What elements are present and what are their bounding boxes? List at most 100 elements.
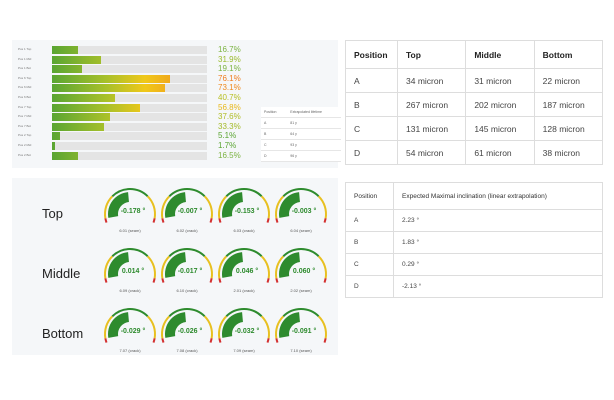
table-row: B 64 y xyxy=(261,128,341,140)
gauge-scale-segment xyxy=(209,278,213,283)
gauge-scale-segment xyxy=(323,218,327,223)
bar-value: 16.5% xyxy=(218,150,241,160)
damage-bar-panel: Pos 1 Top 16.7% Pos 1 Mid 31.9% Pos 1 Bot 19.… xyxy=(12,40,341,168)
inclination-table: Position Expected Maximal inclination (li… xyxy=(345,182,603,298)
gauge-caption: 7.07 (crack) xyxy=(119,348,141,353)
gauge-scale-segment xyxy=(104,278,108,283)
gauge-scale-segment xyxy=(225,248,263,258)
gauge-fill xyxy=(108,312,129,338)
gauge-fill xyxy=(279,192,300,218)
gauge-scale-segment xyxy=(275,278,279,283)
gauge-caption: 7.08 (crack) xyxy=(176,348,198,353)
gauge-fill xyxy=(222,312,243,338)
table-row: A 81 y xyxy=(261,117,341,129)
bar-fill xyxy=(52,84,166,93)
gauge: 0.046 ° 2.01 (crack) xyxy=(216,244,272,300)
table-cell: 22 micron xyxy=(533,68,604,93)
table-cell: D xyxy=(261,150,288,162)
bar-label: Pos 6 Bot xyxy=(18,95,32,99)
gauge-fill xyxy=(165,192,186,218)
gauge-scale-segment xyxy=(317,255,327,279)
table-cell: 2.23 ° xyxy=(393,209,603,232)
gauge-scale-segment xyxy=(282,308,320,318)
gauge-scale-segment xyxy=(209,338,213,343)
table-cell: 202 micron xyxy=(465,92,535,117)
gauge-caption: 7.10 (seam) xyxy=(290,348,312,353)
bar-row: Pos 1 Bot 19.1% xyxy=(12,64,338,74)
bar-label: Pos 2 Mid xyxy=(18,143,32,147)
bar-row: Pos 2 Bot 16.5% xyxy=(12,150,338,160)
bar-value: 1.7% xyxy=(218,141,237,150)
gauge-scale-segment xyxy=(104,255,114,279)
bar-label: Pos 6 Mid xyxy=(18,85,32,90)
bar-fill xyxy=(52,94,116,102)
table-cell: 93 y xyxy=(287,139,341,151)
gauge: 0.014 ° 6.09 (crack) xyxy=(102,244,158,300)
gauge-scale-segment xyxy=(275,315,285,339)
table-cell: A xyxy=(261,117,288,129)
table-row: C 131 micron 145 micron 128 micron xyxy=(345,116,604,141)
gauge-scale-segment xyxy=(218,255,228,279)
table-cell: 54 micron xyxy=(396,140,467,165)
row-label: Middle xyxy=(42,266,81,281)
bar-row: Pos 6 Top 76.1% xyxy=(12,74,338,83)
gauge-caption: 6.09 (crack) xyxy=(119,288,141,293)
table-cell: C xyxy=(345,116,398,141)
gauge-dial xyxy=(275,248,327,283)
table-row: D 96 y xyxy=(261,150,341,162)
gauge-scale-segment xyxy=(146,255,156,279)
bar-label: Pos 7 Top xyxy=(18,104,32,109)
gauge-scale-segment xyxy=(152,218,156,223)
gauge-fill xyxy=(222,192,243,218)
table-cell: B xyxy=(261,128,288,140)
inclination-gauge-panel: Top -0.178 ° 6.01 (seam) -0.007 ° 6.02 (crac… xyxy=(12,178,338,355)
bar-track xyxy=(52,151,207,160)
table-row: A 34 micron 31 micron 22 micron xyxy=(345,68,604,93)
gauge-scale-segment xyxy=(266,338,270,343)
table-cell: 96 y xyxy=(287,150,341,162)
bar-fill xyxy=(52,65,82,74)
bar-fill xyxy=(52,74,170,83)
bar-label: Pos 2 Bot xyxy=(18,152,32,157)
bar-label: Pos 6 Top xyxy=(18,75,32,80)
table-cell: C xyxy=(261,139,288,151)
table-header: Position Extrapolated lifetime xyxy=(261,107,341,118)
table-cell: D xyxy=(345,275,394,298)
gauge-value: -0.153 ° xyxy=(234,208,260,215)
gauge-caption: 6.04 (seam) xyxy=(290,228,312,233)
table-cell: B xyxy=(345,92,398,117)
gauge-dial xyxy=(218,248,270,283)
bar-fill xyxy=(52,46,78,54)
table-header: Position Expected Maximal inclination (li… xyxy=(345,182,603,210)
table-header: Position Top Middle Bottom xyxy=(345,40,604,69)
gauge-caption: 6.01 (seam) xyxy=(119,228,141,233)
table-cell: -2.13 ° xyxy=(393,275,603,298)
gauge-value: -0.029 ° xyxy=(120,328,146,335)
table-cell: A xyxy=(345,68,398,93)
gauge-scale-segment xyxy=(152,338,156,343)
gauge: -0.007 ° 6.02 (crack) xyxy=(159,184,215,240)
column-header: Expected Maximal inclination (linear ext… xyxy=(393,182,603,210)
bar-value: 73.1% xyxy=(218,83,241,93)
gauge-scale-segment xyxy=(111,308,149,318)
table-row: C 93 y xyxy=(261,139,341,151)
gauge-scale-segment xyxy=(111,188,149,198)
gauge: -0.029 ° 7.07 (crack) xyxy=(102,304,158,360)
gauge-value: -0.007 ° xyxy=(177,208,203,215)
gauge-dial xyxy=(275,188,327,223)
gauge-scale-segment xyxy=(168,188,206,198)
bar-track xyxy=(52,74,207,83)
gauge-caption: 2.02 (seam) xyxy=(290,288,312,293)
gauge-dial xyxy=(161,188,213,223)
gauge-dial xyxy=(161,308,213,343)
table-row: D 54 micron 61 micron 38 micron xyxy=(345,140,604,165)
gauge-scale-segment xyxy=(275,255,285,279)
table-cell: 145 micron xyxy=(465,116,535,141)
gauge-scale-segment xyxy=(275,195,285,219)
bar-fill xyxy=(52,103,141,112)
gauge-scale-segment xyxy=(218,195,228,219)
table-row: B 267 micron 202 micron 187 micron xyxy=(345,92,604,117)
gauge-scale-segment xyxy=(275,338,279,343)
bar-value: 19.1% xyxy=(218,64,241,74)
gauge-scale-segment xyxy=(161,338,165,343)
